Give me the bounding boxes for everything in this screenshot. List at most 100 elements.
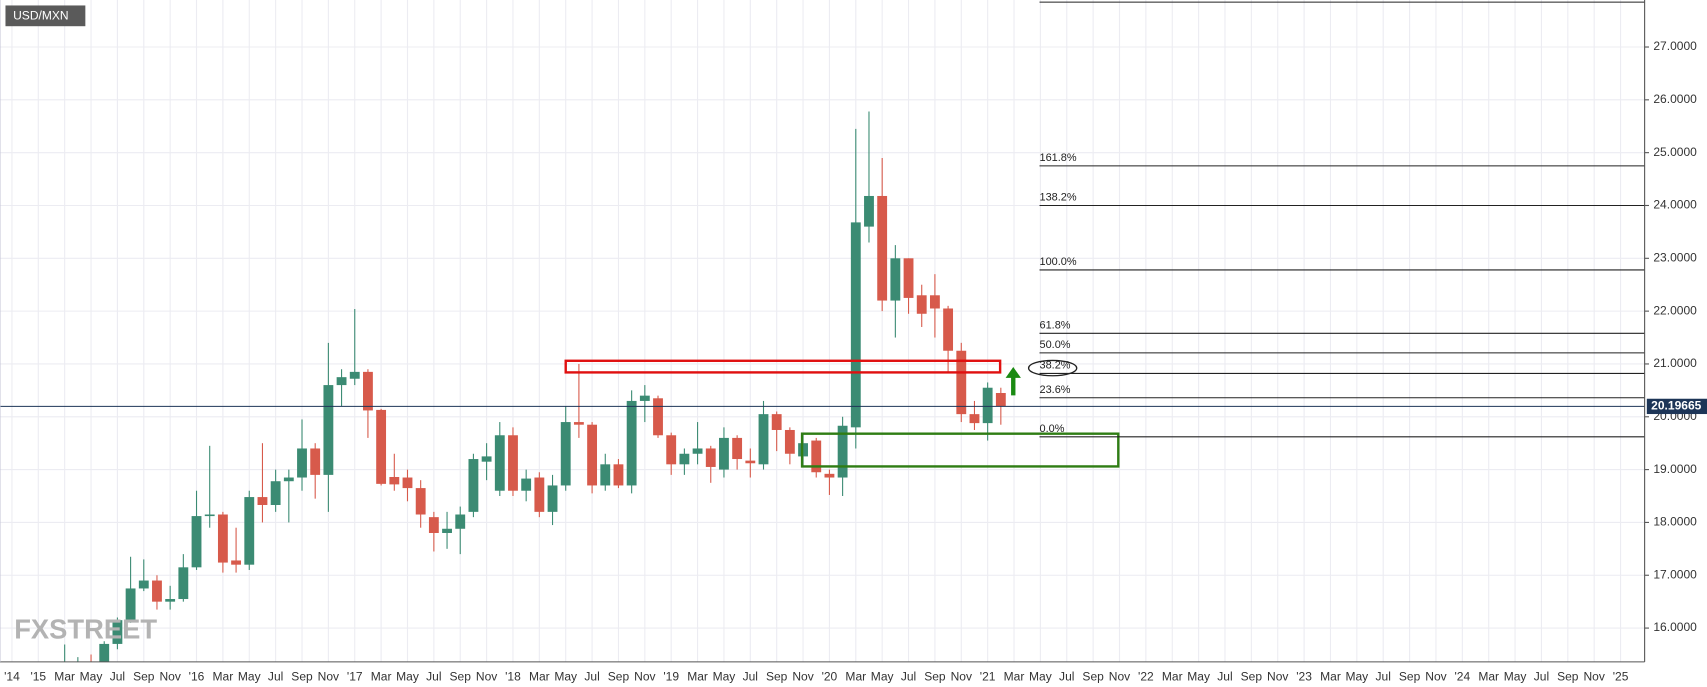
candle-body bbox=[257, 497, 268, 505]
x-tick-label: Jul bbox=[1376, 669, 1391, 683]
plot-area bbox=[0, 1, 1645, 662]
candle-body bbox=[890, 258, 901, 301]
x-tick-label: '23 bbox=[1296, 669, 1312, 683]
y-tick-label: 19.0000 bbox=[1653, 462, 1697, 476]
y-tick-label: 16.0000 bbox=[1653, 620, 1697, 634]
x-tick-label: '18 bbox=[505, 669, 521, 683]
candle-body bbox=[204, 514, 215, 517]
candle-body bbox=[587, 424, 598, 486]
x-tick-label: Mar bbox=[1320, 669, 1341, 683]
symbol: USD/MXN bbox=[13, 9, 68, 23]
candle-body bbox=[217, 514, 228, 563]
zone bbox=[800, 432, 1120, 468]
candle-body bbox=[534, 477, 545, 512]
candle-body bbox=[547, 485, 558, 512]
fib-label: 50.0% bbox=[1040, 339, 1071, 351]
candle-body bbox=[943, 308, 954, 351]
candle-body bbox=[508, 435, 518, 491]
symbol-box bbox=[5, 5, 86, 27]
candle-body bbox=[310, 448, 321, 475]
candle-body bbox=[982, 387, 993, 424]
x-tick-label: Sep bbox=[766, 669, 788, 683]
x-tick-label: '24 bbox=[1454, 669, 1470, 683]
candle-body bbox=[653, 398, 663, 436]
x-tick-label: Sep bbox=[450, 669, 472, 683]
candle-body bbox=[995, 393, 1006, 407]
x-tick-label: Sep bbox=[133, 669, 155, 683]
candle-body bbox=[231, 560, 242, 565]
x-tick-label: '22 bbox=[1138, 669, 1154, 683]
candle-body bbox=[336, 377, 347, 386]
x-tick-label: Nov bbox=[476, 669, 497, 683]
candle-body bbox=[916, 295, 927, 314]
y-tick-label: 25.0000 bbox=[1653, 145, 1697, 159]
x-tick-label: Jul bbox=[1059, 669, 1074, 683]
candle-body bbox=[771, 414, 782, 430]
candle-body bbox=[732, 437, 743, 460]
up-arrow bbox=[1005, 366, 1021, 396]
candle-body bbox=[705, 448, 716, 467]
y-tick-label: 26.0000 bbox=[1653, 92, 1697, 106]
candle-body bbox=[112, 620, 123, 644]
x-tick-label: Nov bbox=[634, 669, 655, 683]
candle-body bbox=[626, 400, 637, 486]
candle-body bbox=[903, 258, 914, 298]
x-tick-label: Nov bbox=[159, 669, 180, 683]
y-tick-label: 18.0000 bbox=[1653, 515, 1697, 529]
candle-body bbox=[481, 456, 492, 462]
x-tick-label: Mar bbox=[687, 669, 708, 683]
candle-body bbox=[600, 464, 611, 486]
logo: FXSTREET bbox=[14, 614, 157, 645]
fib-label: 0.0% bbox=[1040, 423, 1065, 435]
y-tick-label: 27.0000 bbox=[1653, 39, 1697, 53]
x-tick-label: Jul bbox=[584, 669, 599, 683]
x-tick-label: Mar bbox=[213, 669, 234, 683]
x-tick-label: Sep bbox=[1399, 669, 1421, 683]
x-tick-label: Jul bbox=[110, 669, 125, 683]
fib-label: 61.8% bbox=[1040, 320, 1071, 332]
candle-body bbox=[297, 448, 307, 478]
x-tick-label: Nov bbox=[1583, 669, 1604, 683]
x-tick-label: Jul bbox=[268, 669, 283, 683]
x-tick-label: Jul bbox=[1217, 669, 1232, 683]
candle-body bbox=[455, 514, 466, 529]
candle-body bbox=[929, 295, 940, 309]
x-tick-label: May bbox=[1345, 669, 1368, 683]
x-tick-label: Mar bbox=[1004, 669, 1025, 683]
y-tick-label: 21.0000 bbox=[1653, 356, 1697, 370]
candle-body bbox=[613, 464, 624, 486]
price-label-box bbox=[1646, 398, 1707, 415]
zone bbox=[564, 359, 1002, 374]
candle-body bbox=[573, 422, 584, 425]
candle-body bbox=[719, 437, 729, 470]
x-tick-label: Jul bbox=[743, 669, 758, 683]
x-tick-label: Mar bbox=[845, 669, 866, 683]
x-tick-label: Nov bbox=[318, 669, 339, 683]
y-tick-label: 24.0000 bbox=[1653, 198, 1697, 212]
candle-body bbox=[99, 643, 110, 662]
x-tick-label: May bbox=[80, 669, 103, 683]
x-tick-label: '19 bbox=[663, 669, 679, 683]
candle-body bbox=[824, 473, 835, 478]
x-tick-label: Nov bbox=[1109, 669, 1130, 683]
x-tick-label: Jul bbox=[426, 669, 441, 683]
y-tick-label: 23.0000 bbox=[1653, 250, 1697, 264]
candle-body bbox=[138, 580, 149, 589]
x-tick-label: Mar bbox=[54, 669, 75, 683]
candle-body bbox=[877, 195, 888, 301]
candle-body bbox=[125, 588, 136, 621]
price-label: 20.19665 bbox=[1651, 399, 1701, 413]
candle-body bbox=[494, 435, 505, 491]
candle-body bbox=[521, 478, 532, 491]
x-tick-label: Mar bbox=[1478, 669, 1499, 683]
candle-body bbox=[389, 476, 400, 485]
fib-label: 23.6% bbox=[1040, 384, 1071, 396]
x-tick-label: Sep bbox=[608, 669, 630, 683]
x-tick-label: May bbox=[871, 669, 894, 683]
candle-body bbox=[666, 435, 677, 465]
fib-label: 161.8% bbox=[1040, 152, 1077, 164]
x-tick-label: Jul bbox=[901, 669, 916, 683]
x-tick-label: Sep bbox=[924, 669, 946, 683]
